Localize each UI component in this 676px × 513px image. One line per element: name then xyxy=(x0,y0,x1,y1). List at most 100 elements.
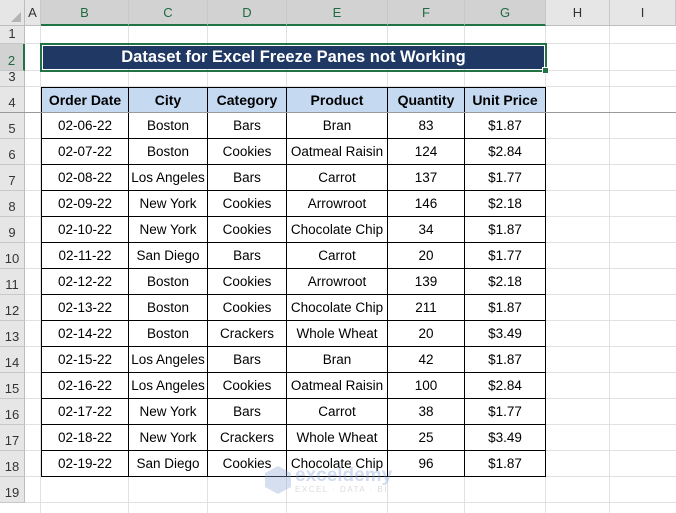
table-cell[interactable]: Los Angeles xyxy=(129,165,208,191)
table-cell[interactable]: Bars xyxy=(208,113,287,139)
table-header-cell[interactable]: Quantity xyxy=(388,87,465,113)
row-header-18[interactable]: 18 xyxy=(0,451,25,477)
table-cell[interactable]: Chocolate Chip xyxy=(287,295,388,321)
select-all-button[interactable] xyxy=(0,0,25,26)
table-cell[interactable]: $3.49 xyxy=(465,321,546,347)
table-cell[interactable]: 02-10-22 xyxy=(41,217,129,243)
table-cell[interactable]: San Diego xyxy=(129,451,208,477)
column-header-B[interactable]: B xyxy=(41,0,129,26)
table-cell[interactable]: $2.18 xyxy=(465,269,546,295)
table-cell[interactable]: Boston xyxy=(129,113,208,139)
row-header-13[interactable]: 13 xyxy=(0,321,25,347)
table-cell[interactable]: 02-11-22 xyxy=(41,243,129,269)
table-cell[interactable]: $1.87 xyxy=(465,295,546,321)
table-cell[interactable]: Crackers xyxy=(208,425,287,451)
row-header-10[interactable]: 10 xyxy=(0,243,25,269)
table-cell[interactable]: 100 xyxy=(388,373,465,399)
table-cell[interactable]: $1.77 xyxy=(465,399,546,425)
table-cell[interactable]: 34 xyxy=(388,217,465,243)
table-cell[interactable]: New York xyxy=(129,217,208,243)
table-cell[interactable]: 38 xyxy=(388,399,465,425)
row-header-3[interactable]: 3 xyxy=(0,69,25,87)
table-cell[interactable]: $2.18 xyxy=(465,191,546,217)
column-header-F[interactable]: F xyxy=(388,0,465,26)
row-header-6[interactable]: 6 xyxy=(0,139,25,165)
table-cell[interactable]: Los Angeles xyxy=(129,347,208,373)
table-cell[interactable]: Los Angeles xyxy=(129,373,208,399)
row-header-12[interactable]: 12 xyxy=(0,295,25,321)
table-cell[interactable]: Boston xyxy=(129,321,208,347)
row-header-8[interactable]: 8 xyxy=(0,191,25,217)
table-cell[interactable]: New York xyxy=(129,191,208,217)
table-cell[interactable]: 20 xyxy=(388,321,465,347)
table-cell[interactable]: $1.77 xyxy=(465,165,546,191)
column-header-C[interactable]: C xyxy=(129,0,208,26)
table-cell[interactable]: $3.49 xyxy=(465,425,546,451)
table-cell[interactable]: Bars xyxy=(208,399,287,425)
table-cell[interactable]: 211 xyxy=(388,295,465,321)
table-cell[interactable]: Bars xyxy=(208,347,287,373)
row-header-11[interactable]: 11 xyxy=(0,269,25,295)
table-cell[interactable]: Chocolate Chip xyxy=(287,217,388,243)
row-header-7[interactable]: 7 xyxy=(0,165,25,191)
table-cell[interactable]: Whole Wheat xyxy=(287,425,388,451)
table-cell[interactable]: Carrot xyxy=(287,399,388,425)
row-header-4[interactable]: 4 xyxy=(0,87,25,113)
table-cell[interactable]: Bran xyxy=(287,113,388,139)
table-cell[interactable]: New York xyxy=(129,425,208,451)
row-header-15[interactable]: 15 xyxy=(0,373,25,399)
table-cell[interactable]: $1.87 xyxy=(465,451,546,477)
table-cell[interactable]: Cookies xyxy=(208,139,287,165)
table-header-cell[interactable]: Product xyxy=(287,87,388,113)
table-cell[interactable]: Cookies xyxy=(208,217,287,243)
table-cell[interactable]: 02-18-22 xyxy=(41,425,129,451)
table-header-cell[interactable]: Category xyxy=(208,87,287,113)
column-header-D[interactable]: D xyxy=(208,0,287,26)
table-cell[interactable]: 146 xyxy=(388,191,465,217)
table-cell[interactable]: $2.84 xyxy=(465,373,546,399)
table-header-cell[interactable]: Order Date xyxy=(41,87,129,113)
table-cell[interactable]: $2.84 xyxy=(465,139,546,165)
row-header-1[interactable]: 1 xyxy=(0,26,25,44)
title-cell[interactable]: Dataset for Excel Freeze Panes not Worki… xyxy=(40,43,549,74)
row-header-19[interactable]: 19 xyxy=(0,477,25,503)
table-cell[interactable]: 42 xyxy=(388,347,465,373)
table-cell[interactable]: $1.87 xyxy=(465,347,546,373)
table-cell[interactable]: 02-13-22 xyxy=(41,295,129,321)
table-cell[interactable]: Chocolate Chip xyxy=(287,451,388,477)
table-cell[interactable]: Cookies xyxy=(208,269,287,295)
table-cell[interactable]: San Diego xyxy=(129,243,208,269)
table-cell[interactable]: 96 xyxy=(388,451,465,477)
column-header-H[interactable]: H xyxy=(546,0,610,26)
table-cell[interactable]: 02-09-22 xyxy=(41,191,129,217)
table-cell[interactable]: 02-08-22 xyxy=(41,165,129,191)
table-cell[interactable]: Cookies xyxy=(208,295,287,321)
table-cell[interactable]: 02-15-22 xyxy=(41,347,129,373)
table-cell[interactable]: Boston xyxy=(129,139,208,165)
fill-handle[interactable] xyxy=(542,67,549,74)
table-cell[interactable]: 02-07-22 xyxy=(41,139,129,165)
table-cell[interactable]: 20 xyxy=(388,243,465,269)
table-cell[interactable]: Carrot xyxy=(287,243,388,269)
table-cell[interactable]: 124 xyxy=(388,139,465,165)
table-header-cell[interactable]: Unit Price xyxy=(465,87,546,113)
column-header-G[interactable]: G xyxy=(465,0,546,26)
table-cell[interactable]: Whole Wheat xyxy=(287,321,388,347)
row-header-5[interactable]: 5 xyxy=(0,113,25,139)
row-header-16[interactable]: 16 xyxy=(0,399,25,425)
table-cell[interactable]: 02-16-22 xyxy=(41,373,129,399)
table-cell[interactable]: Cookies xyxy=(208,451,287,477)
table-cell[interactable]: 02-17-22 xyxy=(41,399,129,425)
table-cell[interactable]: $1.87 xyxy=(465,217,546,243)
column-header-I[interactable]: I xyxy=(610,0,676,26)
row-header-9[interactable]: 9 xyxy=(0,217,25,243)
table-cell[interactable]: 139 xyxy=(388,269,465,295)
table-cell[interactable]: Boston xyxy=(129,269,208,295)
table-cell[interactable]: Bars xyxy=(208,243,287,269)
table-cell[interactable]: $1.87 xyxy=(465,113,546,139)
table-cell[interactable]: Boston xyxy=(129,295,208,321)
table-cell[interactable]: Bran xyxy=(287,347,388,373)
table-cell[interactable]: $1.77 xyxy=(465,243,546,269)
row-header-14[interactable]: 14 xyxy=(0,347,25,373)
table-cell[interactable]: Crackers xyxy=(208,321,287,347)
